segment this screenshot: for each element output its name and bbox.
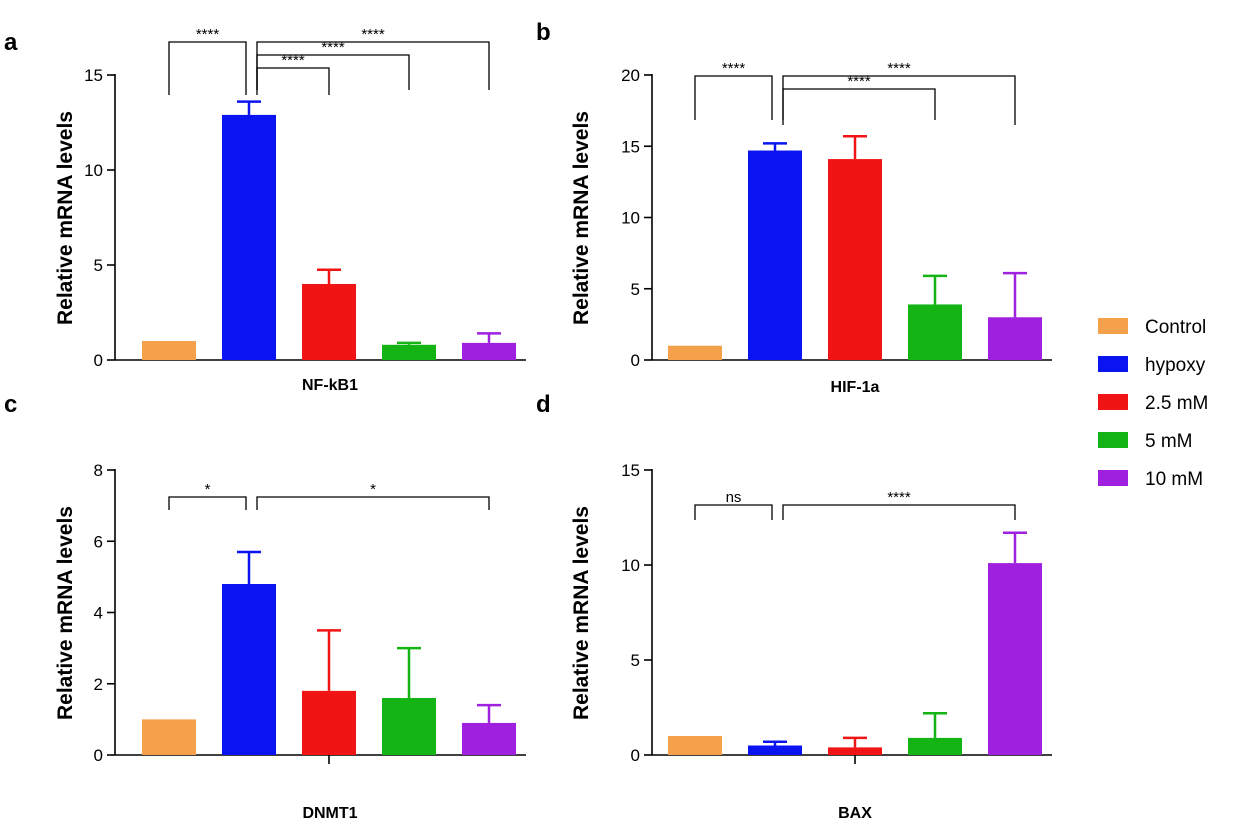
y-axis-label: Relative mRNA levels bbox=[570, 111, 593, 325]
y-tick-label: 15 bbox=[621, 461, 640, 480]
panel-letter: a bbox=[4, 29, 18, 56]
legend-label: 5 mM bbox=[1145, 431, 1193, 452]
panel-c: c 0 2 4 6 8 Relative mRNA levels DNMT1 * * bbox=[4, 391, 526, 822]
bar-25-mm bbox=[302, 690, 356, 755]
significance-bracket bbox=[782, 75, 1016, 125]
significance-label: **** bbox=[321, 39, 345, 56]
bar-hypoxy bbox=[222, 584, 276, 755]
bar-control bbox=[668, 345, 722, 360]
y-tick-label: 4 bbox=[94, 604, 103, 623]
significance-bracket bbox=[694, 504, 773, 520]
x-axis-label: BAX bbox=[838, 805, 872, 822]
legend-label: hypoxy bbox=[1145, 355, 1206, 376]
significance-bracket bbox=[256, 41, 490, 90]
y-tick-label: 5 bbox=[94, 256, 103, 275]
panel-b: b 0 5 10 15 20 Relative mRNA levels HIF-1a **** *… bbox=[536, 19, 1052, 396]
significance-bracket bbox=[256, 496, 490, 510]
y-tick-label: 6 bbox=[94, 532, 103, 551]
significance-label: **** bbox=[196, 26, 220, 43]
bar-control bbox=[668, 736, 722, 755]
y-axis-label: Relative mRNA levels bbox=[570, 506, 593, 720]
significance-bracket bbox=[694, 75, 773, 120]
y-tick-label: 5 bbox=[631, 280, 640, 299]
y-tick-label: 0 bbox=[631, 746, 640, 765]
legend-label: Control bbox=[1145, 317, 1206, 338]
y-tick-label: 5 bbox=[631, 651, 640, 670]
bar-10-mm bbox=[988, 563, 1042, 755]
bar-5-mm bbox=[382, 344, 436, 360]
bar-10-mm bbox=[462, 722, 516, 755]
y-tick-label: 20 bbox=[621, 66, 640, 85]
significance-bracket bbox=[168, 496, 247, 510]
bar-25-mm bbox=[828, 747, 882, 755]
y-tick-label: 10 bbox=[84, 161, 103, 180]
x-axis-label: DNMT1 bbox=[302, 805, 357, 822]
panel-d: d 0 5 10 15 Relative mRNA levels BAX ns **** bbox=[536, 391, 1052, 822]
bar-25-mm bbox=[302, 284, 356, 360]
significance-label: **** bbox=[887, 489, 911, 506]
legend: Control hypoxy 2.5 mM 5 mM 10 mM bbox=[1098, 317, 1208, 490]
significance-label: **** bbox=[847, 73, 871, 90]
panel-letter: b bbox=[536, 19, 551, 46]
legend-swatch bbox=[1098, 394, 1128, 410]
y-tick-label: 2 bbox=[94, 675, 103, 694]
bar-25-mm bbox=[828, 159, 882, 360]
legend-swatch bbox=[1098, 432, 1128, 448]
bar-5-mm bbox=[908, 737, 962, 755]
bar-10-mm bbox=[462, 342, 516, 360]
bar-5-mm bbox=[908, 304, 962, 360]
bar-hypoxy bbox=[748, 745, 802, 755]
y-tick-label: 8 bbox=[94, 461, 103, 480]
y-axis-label: Relative mRNA levels bbox=[54, 506, 77, 720]
bar-hypoxy bbox=[222, 114, 276, 361]
y-tick-label: 0 bbox=[94, 351, 103, 370]
bar-5-mm bbox=[382, 698, 436, 755]
y-tick-label: 15 bbox=[84, 66, 103, 85]
y-tick-label: 0 bbox=[631, 351, 640, 370]
bar-control bbox=[142, 719, 196, 755]
significance-label: **** bbox=[281, 52, 305, 69]
y-tick-label: 10 bbox=[621, 209, 640, 228]
y-tick-label: 10 bbox=[621, 556, 640, 575]
legend-swatch bbox=[1098, 318, 1128, 334]
panel-letter: c bbox=[4, 391, 17, 418]
significance-label: ns bbox=[726, 489, 742, 506]
bar-hypoxy bbox=[748, 150, 802, 360]
panel-letter: d bbox=[536, 391, 551, 418]
significance-label: **** bbox=[361, 26, 385, 43]
x-axis-label: NF-kB1 bbox=[302, 377, 358, 394]
x-axis-label: HIF-1a bbox=[831, 379, 880, 396]
significance-label: * bbox=[370, 481, 376, 498]
bar-10-mm bbox=[988, 317, 1042, 360]
panel-a: a 0 5 10 15 Relative mRNA levels NF-kB1 **** ***… bbox=[4, 26, 526, 394]
significance-label: * bbox=[205, 481, 211, 498]
significance-bracket bbox=[782, 88, 936, 120]
significance-bracket bbox=[256, 67, 330, 95]
legend-label: 2.5 mM bbox=[1145, 393, 1208, 414]
legend-swatch bbox=[1098, 470, 1128, 486]
y-tick-label: 15 bbox=[621, 137, 640, 156]
y-axis-label: Relative mRNA levels bbox=[54, 111, 77, 325]
significance-bracket bbox=[168, 41, 247, 95]
bar-control bbox=[142, 341, 196, 360]
y-tick-label: 0 bbox=[94, 746, 103, 765]
significance-label: **** bbox=[887, 60, 911, 77]
significance-bracket bbox=[782, 504, 1016, 520]
significance-label: **** bbox=[722, 60, 746, 77]
legend-swatch bbox=[1098, 356, 1128, 372]
significance-bracket bbox=[256, 54, 410, 90]
legend-label: 10 mM bbox=[1145, 469, 1203, 490]
